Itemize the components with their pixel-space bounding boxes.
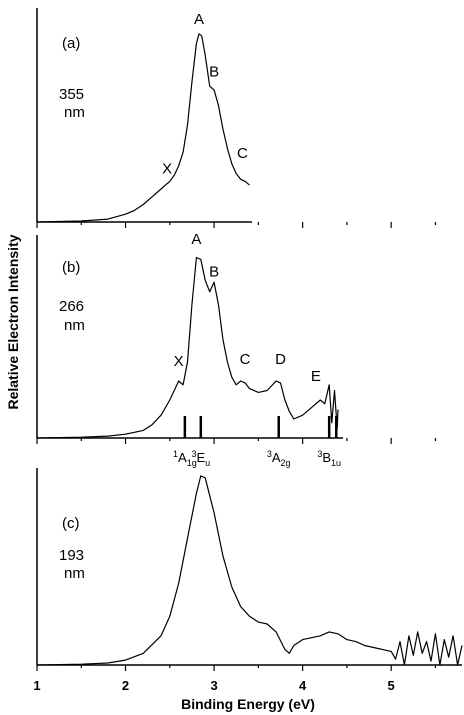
panel-c-wavelength: 193 — [59, 547, 84, 564]
panel-a-wavelength-unit: nm — [64, 104, 85, 121]
x-tick-label-1: 1 — [33, 678, 40, 693]
x-tick-label-2: 2 — [122, 678, 129, 693]
state-label-3: 3B1u — [317, 449, 341, 468]
panel-c-wavelength-unit: nm — [64, 565, 85, 582]
x-tick-label-5: 5 — [388, 678, 395, 693]
state-label-0: 1A1g — [173, 449, 197, 468]
state-label-2: 3A2g — [267, 449, 291, 468]
peak-label-b: B — [209, 64, 219, 81]
panel-a-wavelength: 355 — [59, 86, 84, 103]
x-axis-ticks: 1 2 3 4 5 — [33, 222, 437, 693]
peak-label-x: X — [174, 353, 184, 370]
state-label-1: 3Eu — [191, 449, 210, 468]
panel-c-label: (c) — [62, 515, 80, 532]
panel-a: (a) 355 nm X A B C — [36, 8, 252, 223]
x-tick-label-3: 3 — [210, 678, 217, 693]
peak-label-x: X — [162, 161, 172, 178]
x-tick-label-4: 4 — [299, 678, 307, 693]
panel-a-spectrum-line — [36, 33, 250, 223]
panel-a-label: (a) — [62, 35, 80, 52]
panel-b-wavelength: 266 — [59, 298, 84, 315]
panel-c-spectrum-line — [36, 475, 463, 666]
peak-label-a: A — [194, 11, 204, 28]
peak-label-b: B — [209, 264, 219, 281]
peak-label-c: C — [237, 145, 248, 162]
peak-label-d: D — [275, 351, 286, 368]
x-axis-title: Binding Energy (eV) — [181, 696, 315, 712]
y-axis-title: Relative Electron Intensity — [5, 234, 21, 409]
peak-label-c: C — [240, 351, 251, 368]
peak-label-a: A — [191, 231, 201, 248]
panel-b-label: (b) — [62, 259, 80, 276]
peak-label-e: E — [311, 368, 321, 385]
panel-b-spectrum-line — [36, 256, 339, 439]
panel-b-wavelength-unit: nm — [64, 317, 85, 334]
panel-c: (c) 193 nm — [36, 468, 463, 666]
